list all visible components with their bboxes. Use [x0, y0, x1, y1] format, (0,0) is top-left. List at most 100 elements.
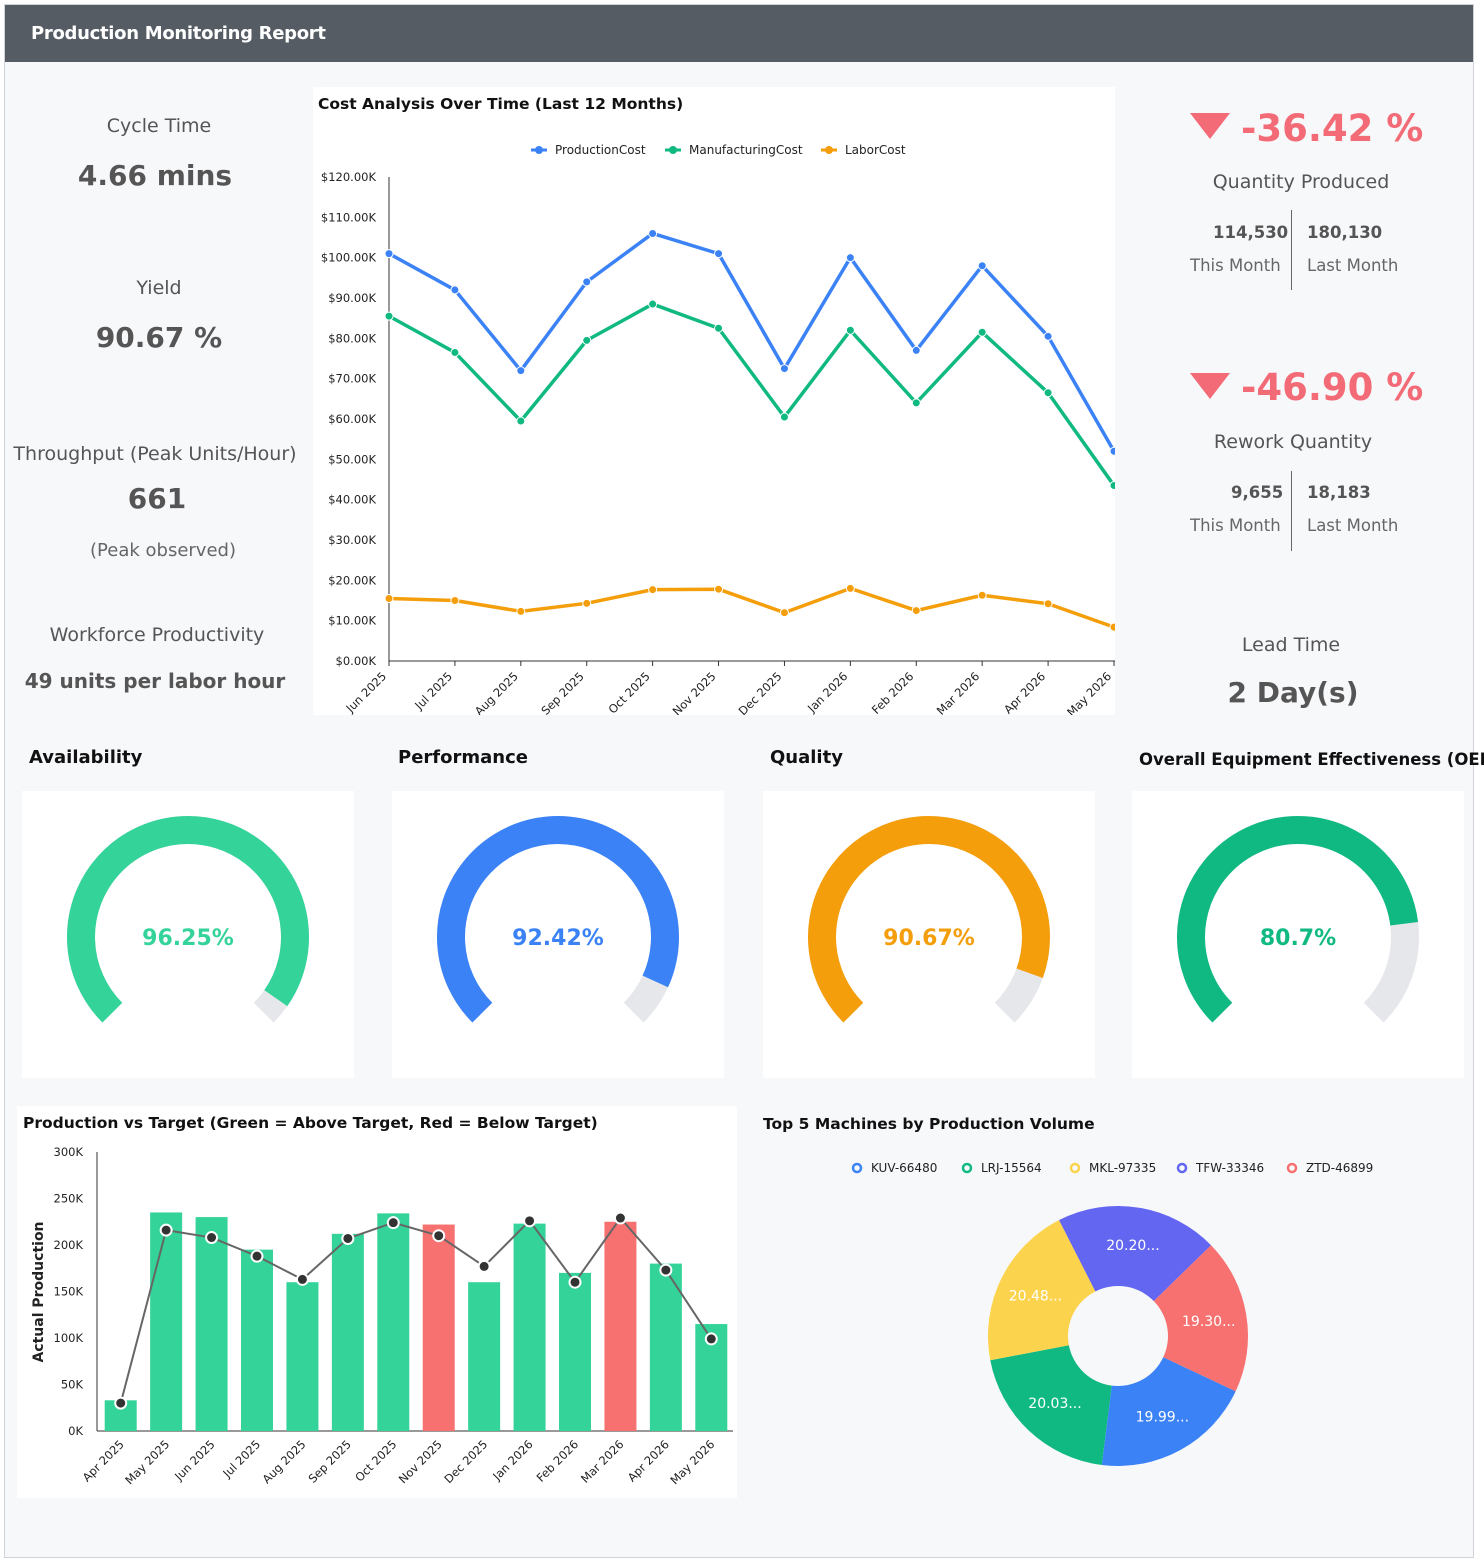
cost-data-point	[1043, 331, 1053, 341]
pie-legend-label: KUV-66480	[871, 1161, 937, 1175]
cost-data-point	[1109, 481, 1115, 491]
prod-x-tick-label: Jan 2026	[489, 1437, 535, 1483]
cost-x-tick-label: Sep 2025	[538, 669, 587, 715]
cost-data-point	[845, 325, 855, 335]
cost-data-point	[977, 590, 987, 600]
pie-slice-label: 19.99...	[1136, 1410, 1189, 1426]
prod-x-tick-label: Aug 2025	[259, 1437, 308, 1486]
gauge-value-label: 92.42%	[512, 926, 604, 951]
pie-legend-label: LRJ-15564	[981, 1161, 1042, 1175]
cycle-time-value: 4.66 mins	[77, 159, 233, 192]
rework-divider	[1291, 471, 1292, 551]
cost-x-tick-label: Jun 2025	[343, 669, 390, 715]
availability-gauge-panel: 96.25%	[22, 791, 354, 1078]
cost-data-point	[384, 593, 394, 603]
oee-gauge-panel: 80.7%	[1132, 791, 1464, 1078]
rework-delta: -46.90 %	[1241, 366, 1424, 409]
cost-series-line	[388, 586, 1115, 629]
prod-x-tick-label: Feb 2026	[534, 1437, 582, 1485]
prod-x-tick-label: Dec 2025	[441, 1437, 490, 1486]
cost-x-tick-label: Mar 2026	[934, 669, 983, 715]
quality-gauge-panel: 90.67%	[763, 791, 1095, 1078]
cost-data-point	[911, 398, 921, 408]
prod-x-tick-label: Nov 2025	[396, 1437, 445, 1486]
cost-data-point	[384, 311, 394, 321]
workforce-label: Workforce Productivity	[49, 624, 265, 646]
performance-gauge: 92.42%	[437, 816, 679, 1023]
machines-chart: KUV-66480 LRJ-15564 MKL-97335 TFW-33346 ZTD-…	[851, 1161, 1373, 1466]
quantity-last-label: Last Month	[1307, 256, 1399, 275]
report-header: Production Monitoring Report	[5, 5, 1473, 62]
prod-bar	[286, 1282, 319, 1431]
pie-legend-label: MKL-97335	[1089, 1161, 1156, 1175]
prod-bar	[195, 1217, 228, 1431]
cost-data-point	[582, 277, 592, 287]
cost-x-tick-label: Aug 2025	[472, 669, 521, 715]
pie-slice-label: 20.20...	[1106, 1238, 1159, 1254]
cost-x-tick-label: Nov 2025	[670, 669, 719, 715]
cost-data-point	[911, 345, 921, 355]
cost-x-tick-label: Apr 2026	[1001, 669, 1048, 715]
prod-target-point	[477, 1259, 491, 1273]
throughput-value: 661	[127, 482, 187, 515]
gauge-value-label: 96.25%	[142, 926, 234, 951]
lead-time-value: 2 Day(s)	[1227, 676, 1359, 709]
cost-data-point	[845, 253, 855, 263]
cost-x-tick-label: May 2026	[1064, 669, 1114, 715]
cost-legend-label: LaborCost	[845, 143, 906, 157]
pie-slice	[1101, 1357, 1236, 1466]
cost-data-point	[714, 584, 724, 594]
rework-this-value: 9,655	[1231, 483, 1284, 502]
pie-legend-marker	[851, 1162, 863, 1174]
cost-data-point	[450, 347, 460, 357]
prod-target-point	[159, 1223, 173, 1237]
pie-legend-marker	[1176, 1162, 1188, 1174]
prod-bar	[377, 1213, 410, 1431]
pie-legend-label: ZTD-46899	[1306, 1161, 1373, 1175]
cost-y-tick-label: $100.00K	[321, 251, 377, 265]
gauge-value-label: 90.67%	[883, 926, 975, 951]
pie-slice-label: 20.03...	[1028, 1396, 1081, 1412]
cost-data-point	[1109, 446, 1115, 456]
gauge-value-arc	[808, 816, 1050, 1023]
prod-x-tick-label: Oct 2025	[352, 1437, 399, 1484]
prod-y-tick-label: 200K	[54, 1238, 84, 1252]
prod-target-point	[659, 1263, 673, 1277]
cost-y-tick-label: $70.00K	[328, 372, 376, 386]
cost-data-point	[714, 323, 724, 333]
prod-bar	[150, 1212, 183, 1431]
pie-slice	[988, 1220, 1096, 1361]
pie-slice	[990, 1345, 1112, 1465]
cost-y-tick-label: $10.00K	[328, 614, 376, 628]
throughput-note: (Peak observed)	[90, 540, 236, 561]
prod-target-point	[114, 1396, 128, 1410]
cost-legend-marker	[535, 146, 543, 154]
cost-chart: $0.00K $10.00K $20.00K $30.00K $40.00K $50.00…	[321, 143, 1115, 715]
prod-target-line	[119, 1216, 713, 1404]
pie-slice-label: 20.48...	[1009, 1288, 1062, 1304]
report-title: Production Monitoring Report	[31, 23, 326, 44]
pie-slice	[1153, 1245, 1248, 1392]
quantity-last-value: 180,130	[1307, 223, 1383, 242]
gauge-value-label: 80.7%	[1260, 926, 1336, 951]
cost-legend-label: ProductionCost	[555, 143, 646, 157]
cost-data-point	[516, 416, 526, 426]
production-chart-title: Production vs Target (Green = Above Targ…	[23, 1114, 598, 1132]
cost-y-tick-label: $50.00K	[328, 452, 376, 466]
yield-value: 90.67 %	[95, 321, 223, 354]
pie-legend-marker	[961, 1162, 973, 1174]
cost-data-point	[911, 606, 921, 616]
prod-bar	[241, 1249, 273, 1431]
cost-data-point	[450, 596, 460, 605]
lead-time-label: Lead Time	[1241, 634, 1341, 656]
availability-title: Availability	[29, 747, 143, 768]
cost-y-tick-label: $110.00K	[321, 210, 377, 224]
gauge-value-arc	[67, 816, 309, 1023]
cost-legend-marker	[825, 146, 833, 154]
availability-gauge: 96.25%	[67, 816, 309, 1023]
quantity-this-label: This Month	[1190, 256, 1281, 275]
cost-data-point	[977, 261, 987, 271]
machines-chart-panel: Top 5 Machines by Production Volume KUV-…	[757, 1106, 1469, 1498]
prod-y-tick-label: 50K	[61, 1378, 84, 1392]
prod-target-point	[613, 1211, 627, 1225]
